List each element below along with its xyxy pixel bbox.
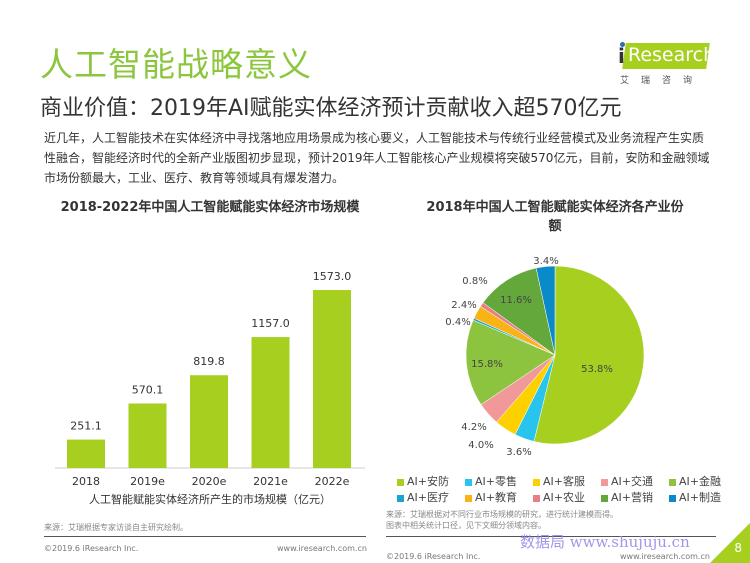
pie-slice-AI+制造	[535, 265, 556, 356]
bar-value-label: 251.1	[70, 420, 102, 433]
legend-label: AI+零售	[475, 475, 517, 488]
legend-label: AI+农业	[543, 491, 585, 504]
divider-right	[386, 536, 716, 537]
bar-2019e	[128, 403, 167, 468]
bar-category-label: 2018	[72, 475, 100, 488]
legend-swatch	[465, 494, 472, 502]
bar-x-axis-label: 人工智能赋能实体经济所产生的市场规模（亿元）	[89, 492, 331, 506]
source-right-2: 图表中相关统计口径，见下文细分领域内容。	[386, 521, 546, 530]
legend-swatch	[397, 478, 404, 486]
legend-item: AI+安防	[397, 475, 465, 489]
legend-swatch	[669, 494, 676, 502]
legend-label: AI+客服	[543, 475, 585, 488]
pie-slice-AI+金融	[465, 319, 556, 405]
pie-slice-label: 4.0%	[468, 440, 493, 451]
corner-decoration	[710, 523, 750, 563]
legend-swatch	[465, 478, 472, 486]
bar-value-label: 819.8	[193, 355, 225, 368]
legend-swatch	[601, 478, 608, 486]
legend-label: AI+金融	[679, 475, 721, 488]
source-right-1: 来源：艾瑞根据对不同行业市场规模的研究，进行统计建模而得。	[386, 510, 618, 519]
legend-item: AI+金融	[669, 475, 737, 489]
legend-item: AI+医疗	[397, 491, 465, 505]
copyright-left: ©2019.6 iResearch Inc.	[44, 544, 139, 553]
page-title: 人工智能战略意义	[40, 45, 312, 84]
iresearch-logo: i Research 艾瑞咨询	[618, 42, 716, 86]
legend-label: AI+教育	[475, 491, 517, 504]
legend-item: AI+零售	[465, 475, 533, 489]
legend-swatch	[397, 494, 404, 502]
legend-label: AI+交通	[611, 475, 653, 488]
pie-chart-title: 2018年中国人工智能赋能实体经济各产业份额	[426, 200, 684, 234]
source-left: 来源：艾瑞根据专家访谈自主研究绘制。	[44, 523, 188, 532]
intro-paragraph: 近几年，人工智能技术在实体经济中寻找落地应用场景成为核心要义，人工智能技术与传统…	[44, 131, 710, 185]
legend-item: AI+教育	[465, 491, 533, 505]
legend-label: AI+营销	[611, 491, 653, 504]
legend-swatch	[533, 494, 540, 502]
page-subtitle: 商业价值：2019年AI赋能实体经济预计贡献收入超570亿元	[40, 96, 622, 121]
pie-slice-label: 3.4%	[533, 256, 558, 267]
bar-value-label: 1573.0	[313, 270, 352, 283]
pie-slice-label: 3.6%	[506, 447, 531, 458]
watermark: 数据局 www.shujuju.cn	[520, 533, 690, 551]
legend-item: AI+营销	[601, 491, 669, 505]
legend-label: AI+安防	[407, 475, 449, 488]
pie-slice-label: 0.8%	[462, 276, 487, 287]
page-number: 8	[734, 541, 742, 555]
bar-value-label: 1157.0	[251, 317, 290, 330]
legend-item: AI+客服	[533, 475, 601, 489]
legend-swatch	[533, 478, 540, 486]
pie-slice-label: 11.6%	[500, 295, 532, 306]
bar-category-label: 2021e	[253, 475, 288, 488]
legend-label: AI+医疗	[407, 491, 449, 504]
legend-item: AI+农业	[533, 491, 601, 505]
bar-category-label: 2019e	[130, 475, 165, 488]
legend-label: AI+制造	[679, 491, 721, 504]
pie-slice-label: 53.8%	[581, 364, 613, 375]
legend-swatch	[669, 478, 676, 486]
url-left: www.iresearch.com.cn	[277, 544, 367, 553]
pie-slice-label: 15.8%	[471, 359, 503, 370]
bar-2018	[67, 439, 105, 468]
divider-left	[44, 536, 366, 537]
bar-2022e	[313, 290, 351, 468]
bar-chart-title: 2018-2022年中国人工智能赋能实体经济市场规模	[60, 200, 360, 215]
bar-value-label: 570.1	[132, 383, 164, 396]
legend-item: AI+制造	[669, 491, 737, 505]
copyright-right: ©2019.6 iResearch Inc.	[386, 552, 481, 561]
legend-swatch	[601, 494, 608, 502]
url-right: www.iresearch.com.cn	[620, 552, 710, 561]
pie-slice-AI+安防	[533, 265, 645, 445]
pie-slice-label: 4.2%	[461, 422, 486, 433]
bar-category-label: 2020e	[192, 475, 227, 488]
bar-category-label: 2022e	[315, 475, 350, 488]
pie-legend: AI+安防 AI+零售 AI+客服 AI+交通 AI+金融 AI+医疗 AI+教育 AI+农业…	[397, 475, 737, 505]
pie-slice-label: 2.4%	[451, 300, 476, 311]
pie-slice-AI+营销	[482, 267, 556, 356]
bar-2020e	[190, 375, 228, 468]
bar-2021e	[251, 337, 290, 468]
pie-slice-label: 0.4%	[445, 317, 470, 328]
legend-item: AI+交通	[601, 475, 669, 489]
